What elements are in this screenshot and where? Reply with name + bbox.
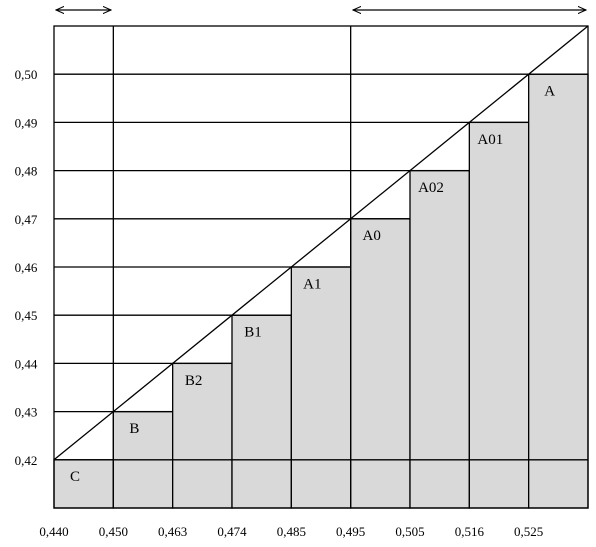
x-tick-label: 0,463 <box>158 524 187 539</box>
x-tick-label: 0,485 <box>277 524 306 539</box>
bar-label: A1 <box>303 276 321 292</box>
bar-label: C <box>70 469 80 485</box>
plot-frame <box>53 25 589 509</box>
diagonal <box>53 25 589 461</box>
y-tick-label: 0,44 <box>15 356 38 371</box>
y-tick-label: 0,47 <box>15 212 38 227</box>
bar <box>290 266 352 509</box>
x-tick-label: 0,516 <box>455 524 485 539</box>
x-tick-label: 0,495 <box>336 524 365 539</box>
y-tick-label: 0,45 <box>15 308 38 323</box>
bar-label: A <box>544 84 555 100</box>
bar <box>350 218 411 509</box>
bar <box>468 121 530 509</box>
bar <box>409 169 470 509</box>
y-tick-label: 0,48 <box>15 164 38 179</box>
bar-label: A0 <box>362 228 380 244</box>
y-tick-label: 0,50 <box>15 67 38 82</box>
bar-label: A02 <box>418 180 444 196</box>
bar-label: B1 <box>244 325 262 341</box>
x-tick-label: 0,440 <box>39 524 68 539</box>
x-tick-label: 0,505 <box>395 524 424 539</box>
y-tick-label: 0,49 <box>15 115 38 130</box>
y-tick-label: 0,46 <box>15 260 38 275</box>
x-tick-label: 0,450 <box>99 524 128 539</box>
bar-label: B2 <box>185 373 203 389</box>
bar-label: B <box>129 421 139 437</box>
x-tick-label: 0,525 <box>514 524 543 539</box>
y-tick-label: 0,43 <box>15 405 38 420</box>
bar <box>231 314 292 509</box>
bar <box>528 73 589 509</box>
bar <box>53 459 114 509</box>
y-tick-label: 0,42 <box>15 453 38 468</box>
bar-label: A01 <box>477 132 503 148</box>
x-tick-label: 0,474 <box>217 524 247 539</box>
